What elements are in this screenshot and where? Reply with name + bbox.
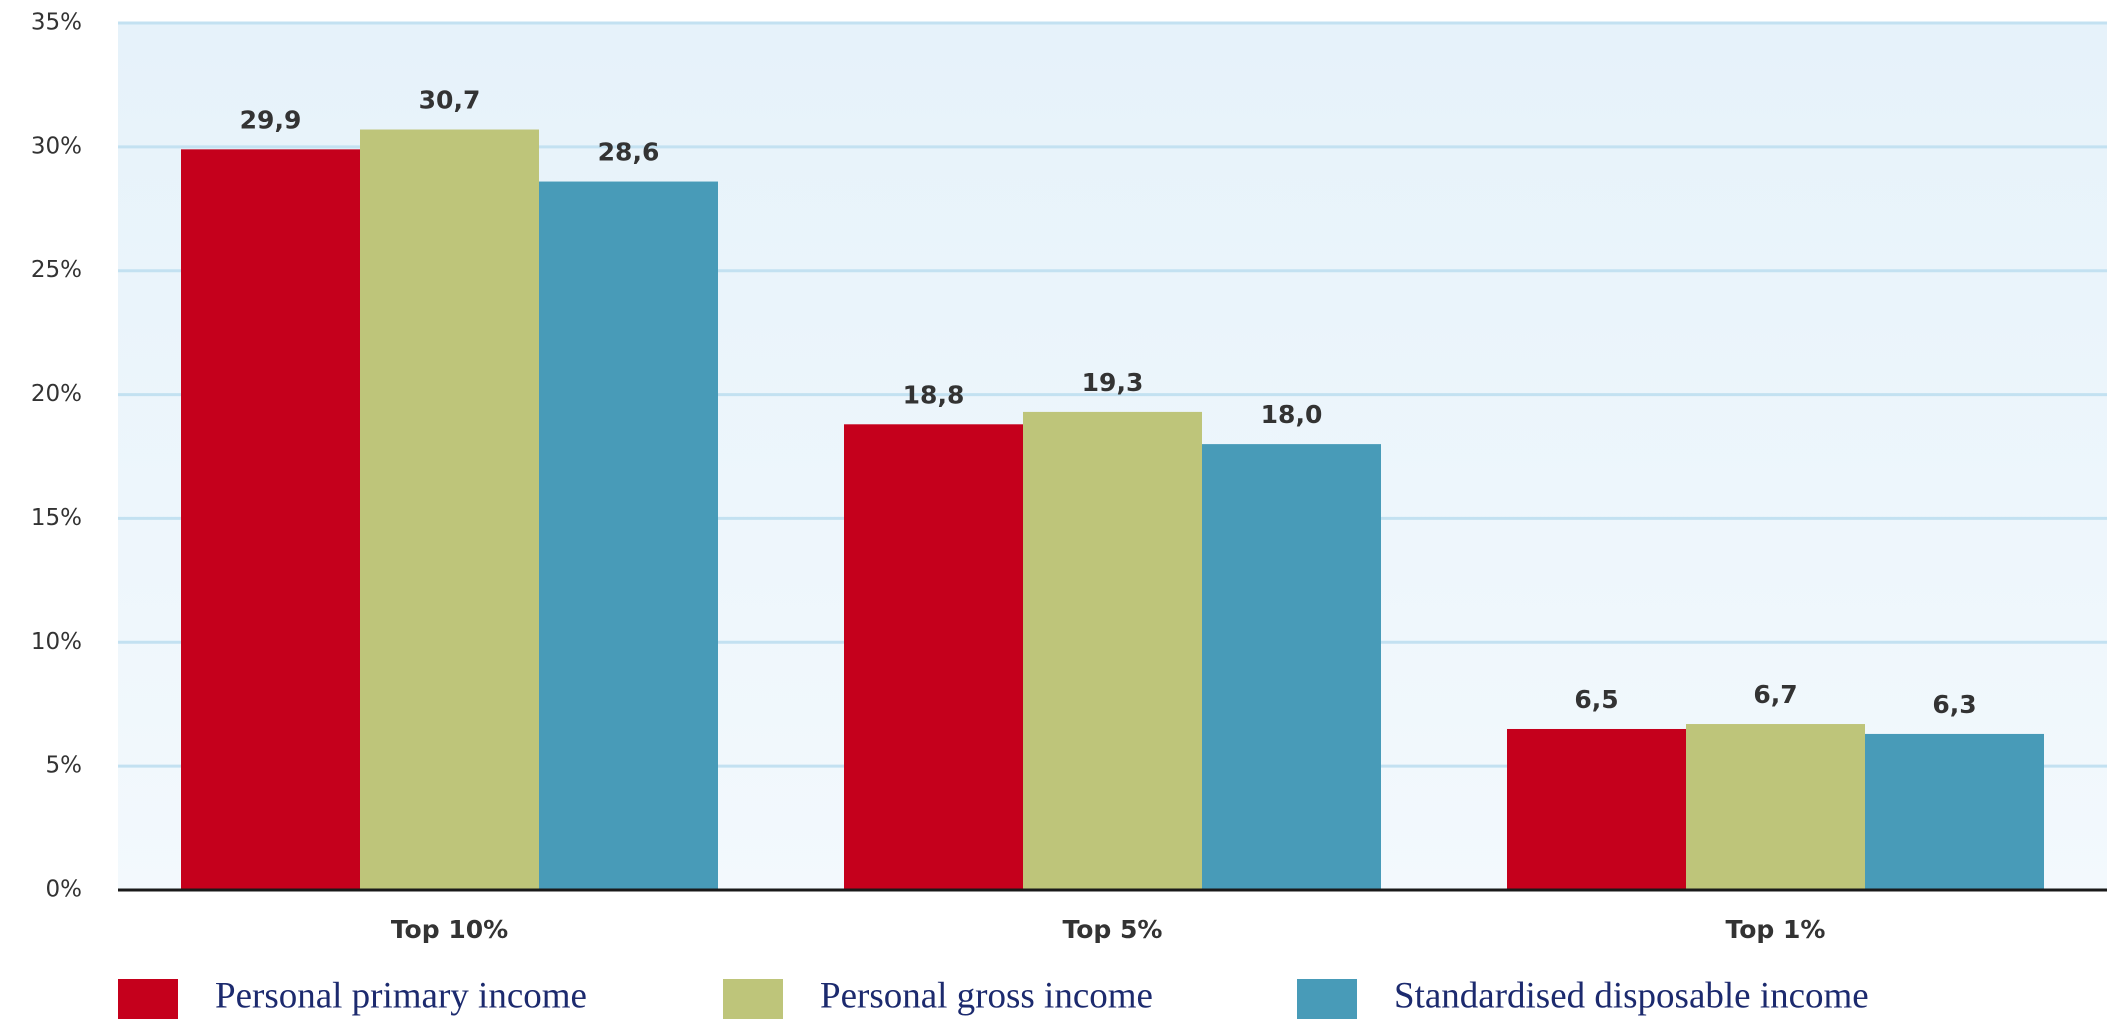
value-label: 6,5: [1574, 685, 1618, 714]
legend-swatch: [118, 979, 178, 1019]
y-tick-label: 25%: [31, 257, 82, 283]
x-tick-label: Top 5%: [1063, 915, 1163, 944]
legend-swatch: [1297, 979, 1357, 1019]
value-label: 18,8: [903, 380, 965, 409]
bar: [1023, 411, 1202, 890]
bar: [181, 149, 360, 890]
legend-swatch: [723, 979, 783, 1019]
value-label: 28,6: [598, 138, 660, 167]
legend-label: Personal primary income: [215, 975, 587, 1016]
y-tick-label: 5%: [46, 753, 83, 779]
y-tick-label: 30%: [31, 133, 82, 159]
bar: [1865, 733, 2044, 890]
bar: [1686, 724, 1865, 890]
x-tick-label: Top 10%: [391, 915, 508, 944]
y-tick-label: 20%: [31, 381, 82, 407]
value-label: 30,7: [419, 86, 481, 115]
x-tick-label: Top 1%: [1726, 915, 1826, 944]
bar: [1202, 444, 1381, 890]
y-tick-label: 0%: [46, 877, 83, 903]
y-tick-label: 35%: [31, 10, 82, 36]
bar: [1507, 728, 1686, 890]
y-tick-label: 15%: [31, 505, 82, 531]
value-label: 29,9: [240, 105, 302, 134]
value-label: 19,3: [1082, 368, 1144, 397]
value-label: 6,3: [1932, 690, 1976, 719]
legend-label: Standardised disposable income: [1394, 975, 1869, 1016]
legend-label: Personal gross income: [820, 975, 1153, 1016]
y-tick-label: 10%: [31, 629, 82, 655]
bar: [360, 129, 539, 890]
bar: [844, 424, 1023, 890]
bar: [539, 181, 718, 891]
value-label: 18,0: [1261, 400, 1323, 429]
value-label: 6,7: [1753, 680, 1797, 709]
